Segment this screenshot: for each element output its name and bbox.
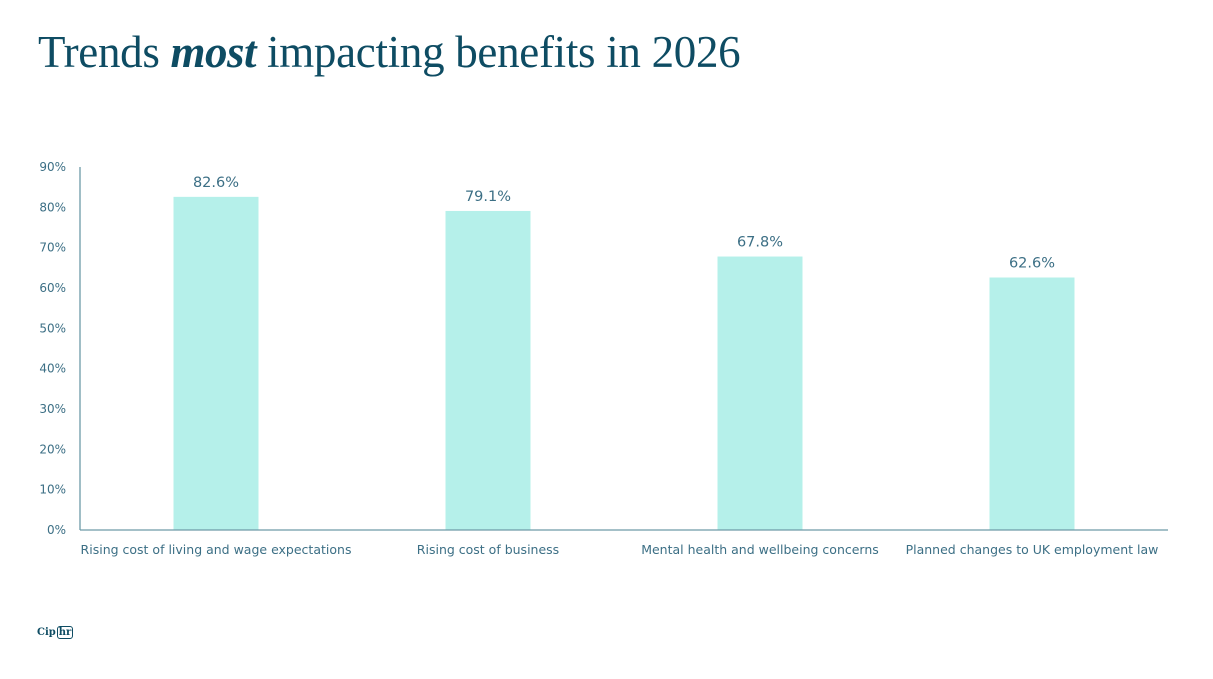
y-tick-label: 70% — [39, 241, 66, 255]
chart-title: Trends most impacting benefits in 2026 — [38, 26, 741, 78]
y-tick-label: 50% — [39, 321, 66, 335]
bar — [445, 210, 531, 531]
ciphr-logo: Cip hr — [37, 626, 74, 639]
bar — [717, 256, 803, 530]
data-label: 82.6% — [193, 175, 239, 191]
y-tick-label: 80% — [39, 200, 66, 214]
y-tick-label: 60% — [39, 281, 66, 295]
y-tick-label: 20% — [39, 442, 66, 456]
y-tick-label: 40% — [39, 362, 66, 376]
y-tick-label: 0% — [47, 523, 66, 537]
title-emphasis: most — [170, 27, 257, 77]
logo-text: Cip — [37, 627, 56, 638]
title-suffix: impacting benefits in 2026 — [256, 27, 741, 77]
data-label: 79.1% — [465, 189, 511, 205]
x-category-label: Mental health and wellbeing concerns — [641, 542, 879, 557]
title-prefix: Trends — [38, 27, 171, 77]
data-label: 62.6% — [1009, 256, 1055, 272]
x-category-label: Rising cost of business — [417, 542, 559, 557]
y-tick-label: 30% — [39, 402, 66, 416]
logo-badge: hr — [56, 626, 74, 639]
data-label: 67.8% — [737, 235, 783, 251]
bar — [989, 277, 1075, 530]
x-category-label: Planned changes to UK employment law — [906, 542, 1159, 557]
x-category-label: Rising cost of living and wage expectati… — [81, 542, 352, 557]
bar — [173, 196, 259, 530]
y-tick-label: 10% — [39, 483, 66, 497]
y-tick-label: 90% — [39, 160, 66, 174]
